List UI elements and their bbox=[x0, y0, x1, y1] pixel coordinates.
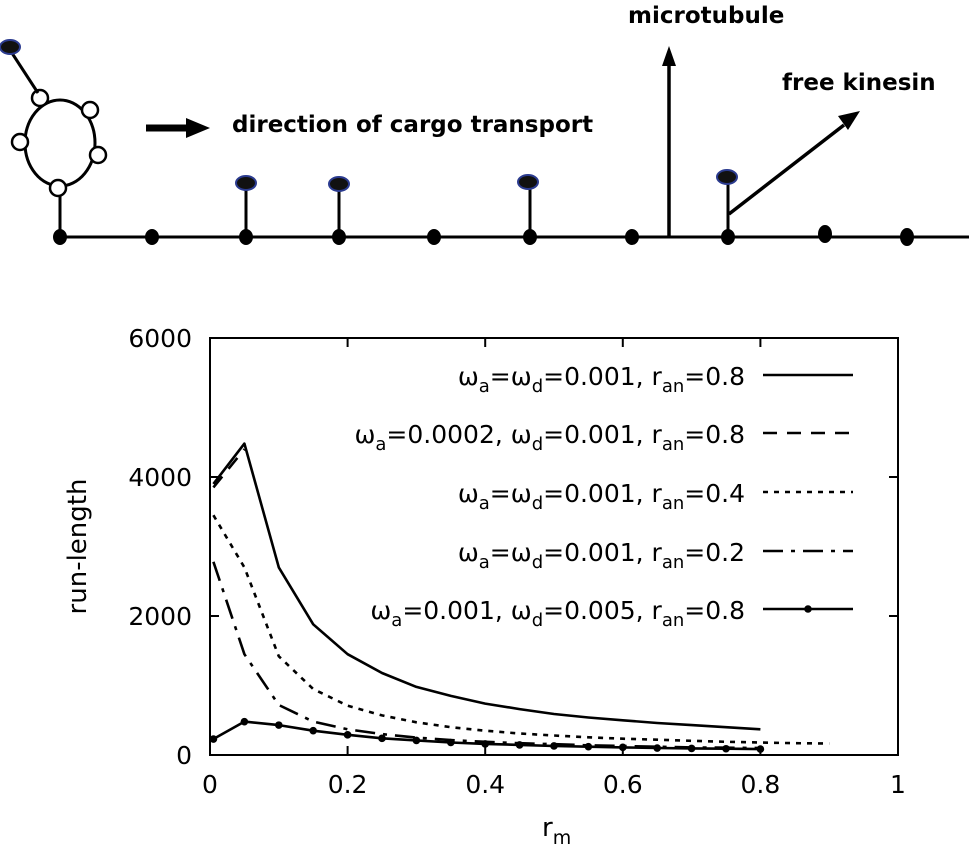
legend-marker-5 bbox=[804, 605, 812, 613]
x-tick-label: 0 bbox=[202, 770, 218, 799]
legend-entry-3: ωa=ωd=0.001, ran=0.4 bbox=[458, 479, 745, 514]
y-tick-label: 4000 bbox=[128, 463, 192, 492]
binding-site bbox=[625, 229, 639, 245]
series-line-1 bbox=[212, 442, 761, 731]
series-line-4 bbox=[212, 561, 761, 750]
x-tick-label: 0.8 bbox=[741, 770, 781, 799]
series-point-5 bbox=[550, 742, 558, 750]
series-point-5 bbox=[412, 736, 421, 745]
free-kinesin-label: free kinesin bbox=[782, 70, 936, 96]
legend-entry-2: ωa=0.0002, ωd=0.001, ran=0.8 bbox=[354, 420, 745, 455]
bound-motors bbox=[235, 169, 738, 237]
series-line-2 bbox=[212, 448, 246, 489]
direction-label: direction of cargo transport bbox=[232, 112, 594, 138]
y-tick-label: 6000 bbox=[128, 324, 192, 353]
x-axis-label: rm bbox=[542, 813, 571, 849]
binding-site bbox=[818, 225, 832, 243]
motor-head bbox=[328, 176, 350, 192]
y-axis-label: run-length bbox=[63, 479, 93, 615]
series-point-5 bbox=[209, 735, 218, 743]
binding-site bbox=[145, 229, 159, 245]
motor-head bbox=[517, 174, 539, 190]
binding-site bbox=[900, 228, 914, 246]
series-point-5 bbox=[687, 744, 696, 753]
x-tick-label: 1 bbox=[890, 770, 906, 799]
series-point-5 bbox=[619, 743, 627, 752]
series-point-5 bbox=[240, 717, 249, 726]
legend-entry-4: ωa=ωd=0.001, ran=0.2 bbox=[458, 538, 745, 573]
cargo bbox=[0, 39, 108, 237]
x-tick-label: 0.4 bbox=[465, 770, 505, 799]
series-point-5 bbox=[756, 745, 765, 753]
motor-head bbox=[235, 175, 257, 191]
cargo-transport-schematic bbox=[0, 39, 969, 246]
series-point-5 bbox=[515, 741, 524, 749]
plot-frame bbox=[209, 337, 899, 756]
series-point-5 bbox=[653, 744, 661, 752]
x-tick-label: 0.6 bbox=[603, 770, 643, 799]
microtubule-label: microtubule bbox=[628, 3, 785, 29]
series-point-5 bbox=[584, 742, 593, 751]
y-tick-label: 0 bbox=[176, 741, 192, 770]
legend-entry-1: ωa=ωd=0.001, ran=0.8 bbox=[458, 362, 745, 397]
binding-site bbox=[427, 229, 441, 245]
x-tick-label: 0.2 bbox=[328, 770, 368, 799]
motor-head bbox=[716, 169, 738, 185]
series-point-5 bbox=[378, 734, 386, 743]
direction-arrow-icon bbox=[146, 118, 210, 138]
y-tick-label: 2000 bbox=[128, 602, 192, 631]
series-point-5 bbox=[275, 721, 283, 729]
series-point-5 bbox=[722, 744, 730, 753]
motor-head bbox=[0, 39, 21, 55]
series-point-5 bbox=[447, 738, 455, 747]
legend-entry-5: ωa=0.001, ωd=0.005, ran=0.8 bbox=[370, 596, 745, 631]
series-point-5 bbox=[481, 740, 490, 748]
series-point-5 bbox=[309, 726, 318, 735]
microtubule-arrow-icon bbox=[662, 46, 676, 237]
series-point-5 bbox=[343, 731, 352, 739]
free-kinesin-arrow-icon bbox=[727, 111, 860, 216]
